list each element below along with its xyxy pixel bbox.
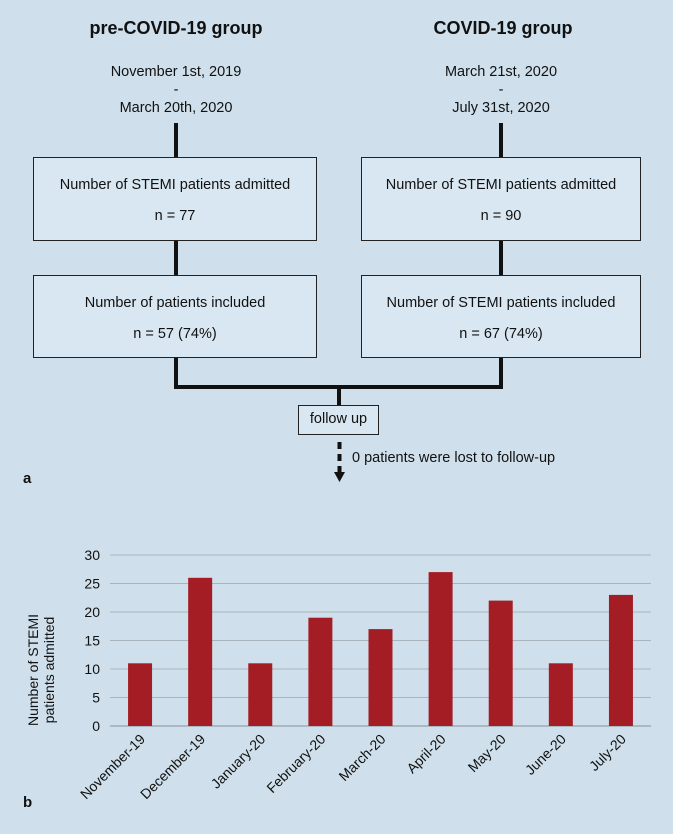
x-tick-label: December-19: [137, 731, 208, 802]
covid-included-box: Number of STEMI patients included n = 67…: [361, 275, 641, 358]
pre-covid-admitted-label: Number of STEMI patients admitted: [59, 177, 291, 193]
pre-covid-admitted-count: n = 77: [154, 208, 196, 224]
bar-april-20: [428, 572, 453, 726]
x-tick-label: July-20: [586, 731, 629, 774]
pre-covid-included-label: Number of patients included: [84, 295, 266, 311]
bar-november-19: [128, 663, 153, 726]
pre-covid-included-box: Number of patients included n = 57 (74%): [33, 275, 317, 358]
pre-covid-date-sep: -: [173, 82, 179, 98]
bar-march-20: [368, 629, 393, 726]
x-tick-label: February-20: [263, 731, 328, 796]
bar-may-20: [488, 600, 513, 726]
y-tick-labels: 0 5 10 15 20 25 30: [84, 547, 100, 734]
y-tick-label: 25: [84, 576, 100, 592]
pre-covid-admitted-box: Number of STEMI patients admitted n = 77: [33, 157, 317, 241]
left-connector-mid: [174, 240, 178, 276]
covid-date-sep: -: [498, 82, 504, 98]
y-axis-label-line2: patients admitted: [41, 617, 57, 724]
y-tick-label: 30: [84, 547, 100, 563]
pre-covid-date-start: November 1st, 2019: [110, 64, 242, 80]
right-connector-bottom: [499, 357, 503, 387]
bar-february-20: [308, 617, 333, 726]
pre-covid-included-count: n = 57 (74%): [133, 326, 217, 342]
right-connector-top: [499, 123, 503, 158]
x-tick-label: June-20: [522, 731, 569, 778]
followup-connector: [337, 387, 341, 405]
y-tick-label: 0: [92, 718, 100, 734]
bar-june-20: [548, 663, 573, 726]
y-tick-label: 5: [92, 690, 100, 706]
panel-b-label: b: [23, 794, 33, 811]
covid-admitted-count: n = 90: [480, 208, 522, 224]
panel-a-label: a: [23, 470, 32, 487]
x-tick-label: May-20: [465, 731, 509, 775]
dashed-arrow: [334, 442, 345, 482]
x-tick-label: March-20: [335, 731, 388, 784]
left-connector-top: [174, 123, 178, 158]
covid-date-end: July 31st, 2020: [452, 100, 550, 116]
bar-january-20: [248, 663, 273, 726]
lost-to-follow-up-note: 0 patients were lost to follow-up: [352, 450, 556, 466]
bars: [128, 572, 633, 726]
y-tick-label: 10: [84, 661, 100, 677]
x-tick-label: January-20: [208, 731, 269, 792]
covid-admitted-label: Number of STEMI patients admitted: [385, 177, 617, 193]
bar-july-20: [608, 594, 633, 726]
pre-covid-date-end: March 20th, 2020: [119, 100, 233, 116]
x-tick-label: April-20: [403, 731, 449, 777]
y-tick-label: 15: [84, 633, 100, 649]
pre-covid-group-title: pre-COVID-19 group: [89, 18, 263, 38]
follow-up-box: follow up: [298, 405, 379, 435]
covid-group-title: COVID-19 group: [433, 18, 573, 38]
covid-included-label: Number of STEMI patients included: [386, 295, 616, 311]
bar-december-19: [188, 577, 213, 726]
y-tick-label: 20: [84, 604, 100, 620]
covid-included-count: n = 67 (74%): [459, 326, 543, 342]
covid-date-start: March 21st, 2020: [444, 64, 558, 80]
covid-admitted-box: Number of STEMI patients admitted n = 90: [361, 157, 641, 241]
left-connector-bottom: [174, 357, 178, 387]
right-connector-mid: [499, 240, 503, 276]
y-axis-label-line1: Number of STEMI: [25, 614, 41, 726]
